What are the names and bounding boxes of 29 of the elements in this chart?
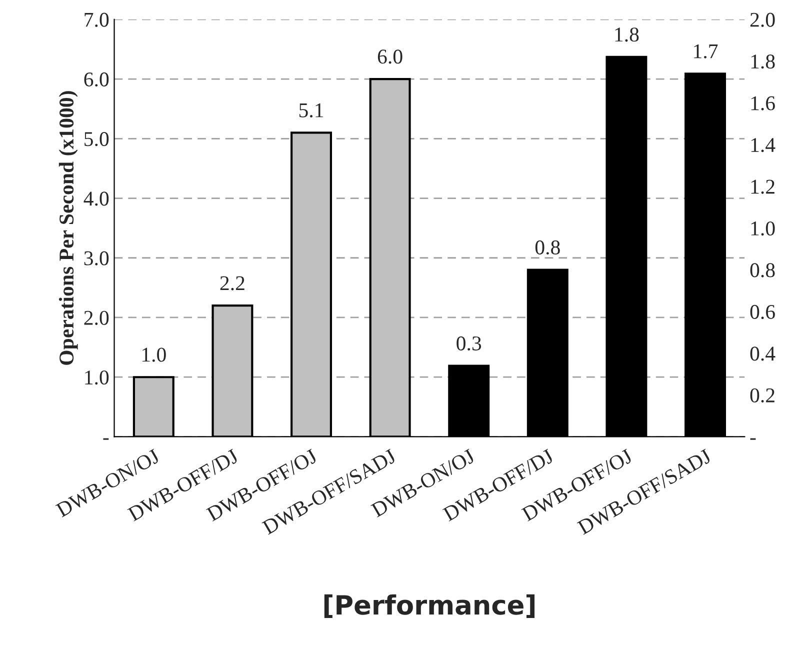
y-tick-label: 3.0 bbox=[84, 251, 109, 266]
data-label: 1.0 bbox=[142, 348, 166, 362]
y-axis-title: Operations Per Second (x1000) bbox=[58, 91, 78, 365]
y2-tick-label: 1.6 bbox=[751, 96, 775, 110]
data-label: 0.8 bbox=[535, 240, 560, 255]
y-tick-label: 6.0 bbox=[84, 72, 109, 87]
y2-tick-label: 0.2 bbox=[750, 388, 774, 403]
y2-tick-label: 0.4 bbox=[750, 346, 776, 361]
y2-tick-label: 0.6 bbox=[750, 304, 775, 320]
y-tick-label: 2.0 bbox=[84, 310, 109, 326]
data-label: 5.1 bbox=[299, 103, 324, 118]
x-axis-title: [Performance] bbox=[324, 594, 535, 618]
y-tick-label: - bbox=[103, 438, 109, 440]
y2-tick-label: 2.0 bbox=[750, 12, 775, 27]
data-label: 1.7 bbox=[694, 44, 718, 58]
y2-tick-label: 0.8 bbox=[750, 263, 775, 278]
data-label: 6.0 bbox=[378, 50, 402, 64]
y-tick-label: 5.0 bbox=[84, 132, 109, 146]
y2-tick-label: 1.8 bbox=[751, 54, 775, 69]
data-label: 1.8 bbox=[615, 28, 639, 42]
y2-tick-label: - bbox=[750, 438, 756, 440]
data-label: 2.2 bbox=[220, 276, 244, 290]
y-tick-label: 4.0 bbox=[84, 192, 109, 206]
data-label: 0.3 bbox=[456, 336, 482, 351]
y2-tick-label: 1.0 bbox=[751, 221, 775, 236]
y2-tick-label: 1.2 bbox=[751, 180, 774, 194]
y-tick-label: 7.0 bbox=[84, 12, 109, 27]
y2-tick-label: 1.4 bbox=[751, 138, 776, 152]
y-tick-label: 1.0 bbox=[85, 370, 109, 385]
